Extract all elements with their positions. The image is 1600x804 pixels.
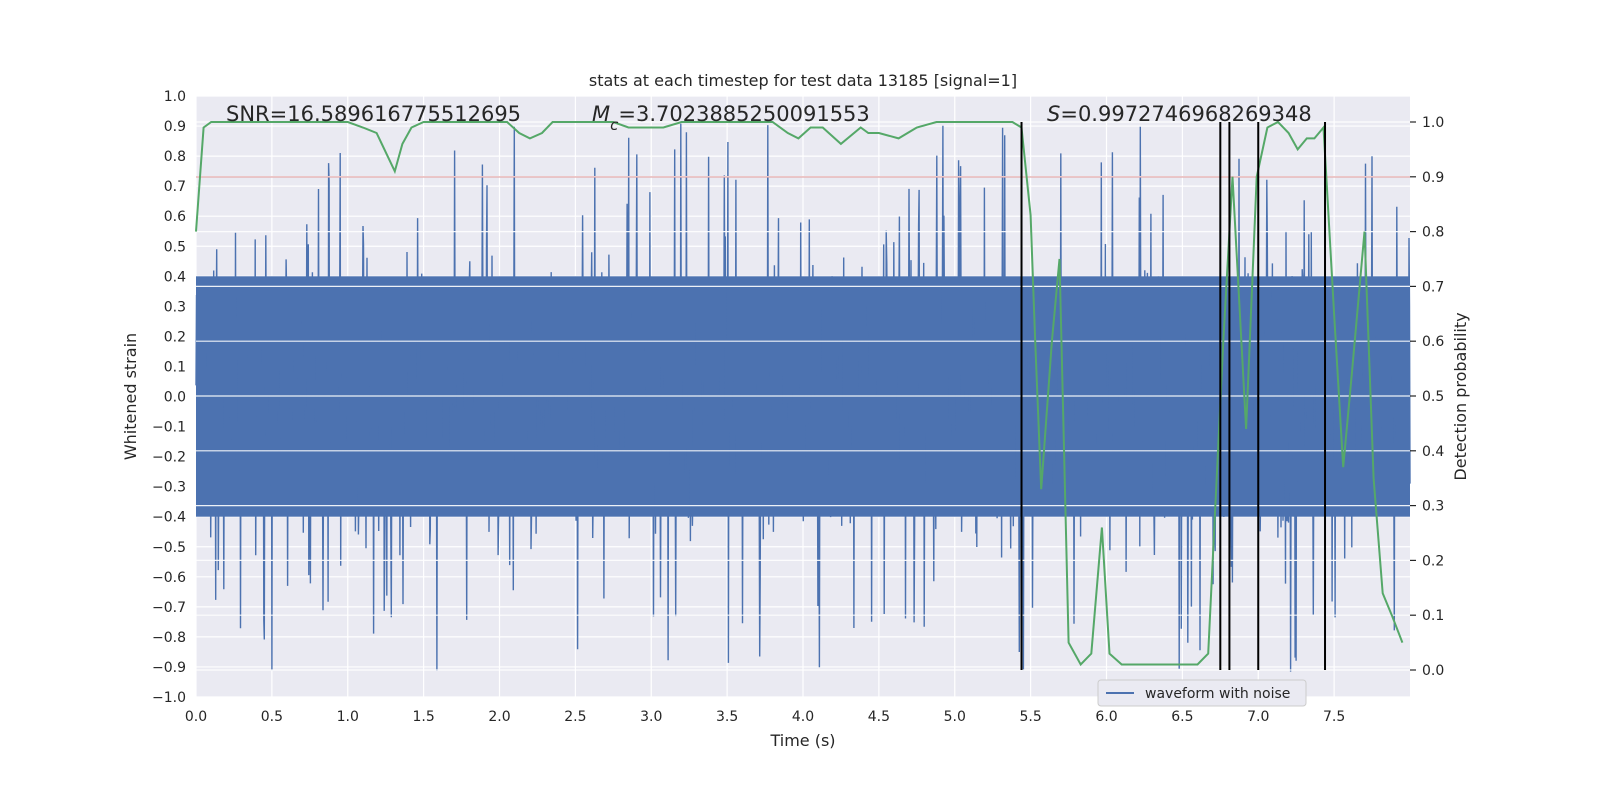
y-tick-label: −0.9 [152, 660, 186, 676]
y2-tick-label: 1.0 [1422, 115, 1444, 131]
legend-label-waveform: waveform with noise [1145, 686, 1290, 702]
y-tick-label: −0.4 [152, 510, 186, 526]
detection-probability-line [195, 120, 1404, 667]
chirp-mass-subscript: c [610, 116, 619, 134]
y-axis-ticks: −1.0 −0.9 −0.8 −0.7 −0.6 −0.5 −0.4 −0.3 −0.2 −0.1… [152, 89, 186, 706]
x-tick-label: 3.0 [640, 709, 662, 725]
threshold-layer [196, 121, 1410, 671]
x-tick-label: 5.5 [1019, 709, 1041, 725]
y2-tick-label: 0.6 [1422, 334, 1444, 350]
y-tick-label: −0.2 [152, 450, 186, 466]
y-tick-label: 1.0 [164, 89, 186, 105]
x-tick-label: 4.5 [868, 709, 890, 725]
score-value: =0.9972746968269348 [1060, 102, 1311, 126]
x-tick-label: 0.0 [185, 709, 207, 725]
x-tick-label: 2.0 [488, 709, 510, 725]
chart-title: stats at each timestep for test data 131… [589, 71, 1017, 90]
x-tick-label: 5.0 [944, 709, 966, 725]
score-annotation: S=0.9972746968269348 [1047, 102, 1312, 126]
chirp-mass-symbol: M [592, 102, 610, 126]
y2-tick-label: 0.9 [1422, 170, 1444, 186]
y2-tick-label: 0.2 [1422, 553, 1444, 569]
chirp-mass-annotation: Mc=3.7023885250091553 [592, 102, 870, 134]
y-tick-label: 0.3 [164, 299, 186, 315]
y2-tick-label: 0.7 [1422, 279, 1444, 295]
y-tick-label: −0.1 [152, 420, 186, 436]
x-axis-ticks: 0.0 0.5 1.0 1.5 2.0 2.5 3.0 3.5 4.0 4.5 5.0 5.5 6.0 6… [185, 709, 1345, 725]
y2-axis-label: Detection probability [1451, 312, 1470, 480]
y2-tick-label: 0.5 [1422, 389, 1444, 405]
y-tick-label: −1.0 [152, 690, 186, 706]
x-tick-label: 0.5 [261, 709, 283, 725]
y-tick-label: −0.3 [152, 480, 186, 496]
y2-tick-label: 0.3 [1422, 499, 1444, 515]
detection-probability-series [195, 120, 1404, 667]
y2-tick-label: 0.4 [1422, 444, 1444, 460]
y-tick-label: 0.2 [164, 329, 186, 345]
x-tick-label: 7.5 [1323, 709, 1345, 725]
y-tick-label: −0.6 [152, 570, 186, 586]
y-tick-label: 0.4 [164, 269, 186, 285]
x-tick-label: 1.0 [337, 709, 359, 725]
x-tick-label: 7.0 [1247, 709, 1269, 725]
x-tick-label: 3.5 [716, 709, 738, 725]
y-tick-label: 0.7 [164, 179, 186, 195]
x-tick-label: 6.0 [1095, 709, 1117, 725]
legend: waveform with noise [1097, 679, 1307, 707]
x-tick-label: 6.5 [1171, 709, 1193, 725]
y-tick-label: 0.9 [164, 119, 186, 135]
legend-box [1097, 679, 1307, 707]
y2-axis-ticks: 0.0 0.1 0.2 0.3 0.4 0.5 0.6 0.7 0.8 0.9 1.0 [1410, 115, 1444, 679]
y-axis-label: Whitened strain [121, 333, 140, 460]
snr-annotation: SNR=16.589616775512695 [226, 102, 521, 126]
y2-tick-label: 0.0 [1422, 663, 1444, 679]
score-symbol: S [1047, 102, 1060, 126]
chirp-mass-value: =3.7023885250091553 [618, 102, 869, 126]
y-tick-label: −0.8 [152, 630, 186, 646]
x-tick-label: 4.0 [792, 709, 814, 725]
y-tick-label: −0.5 [152, 540, 186, 556]
waveform-line [195, 123, 1411, 672]
y-tick-label: 0.0 [164, 390, 186, 406]
x-axis-label: Time (s) [769, 731, 835, 750]
y-tick-label: −0.7 [152, 600, 186, 616]
x-tick-label: 2.5 [564, 709, 586, 725]
y2-tick-label: 0.1 [1422, 608, 1444, 624]
y-tick-label: 0.6 [164, 209, 186, 225]
y2-tick-label: 0.8 [1422, 225, 1444, 241]
x-tick-label: 1.5 [412, 709, 434, 725]
y-tick-label: 0.1 [164, 359, 186, 375]
y-tick-label: 0.5 [164, 239, 186, 255]
event-lines [1020, 122, 1327, 670]
y-tick-label: 0.8 [164, 149, 186, 165]
